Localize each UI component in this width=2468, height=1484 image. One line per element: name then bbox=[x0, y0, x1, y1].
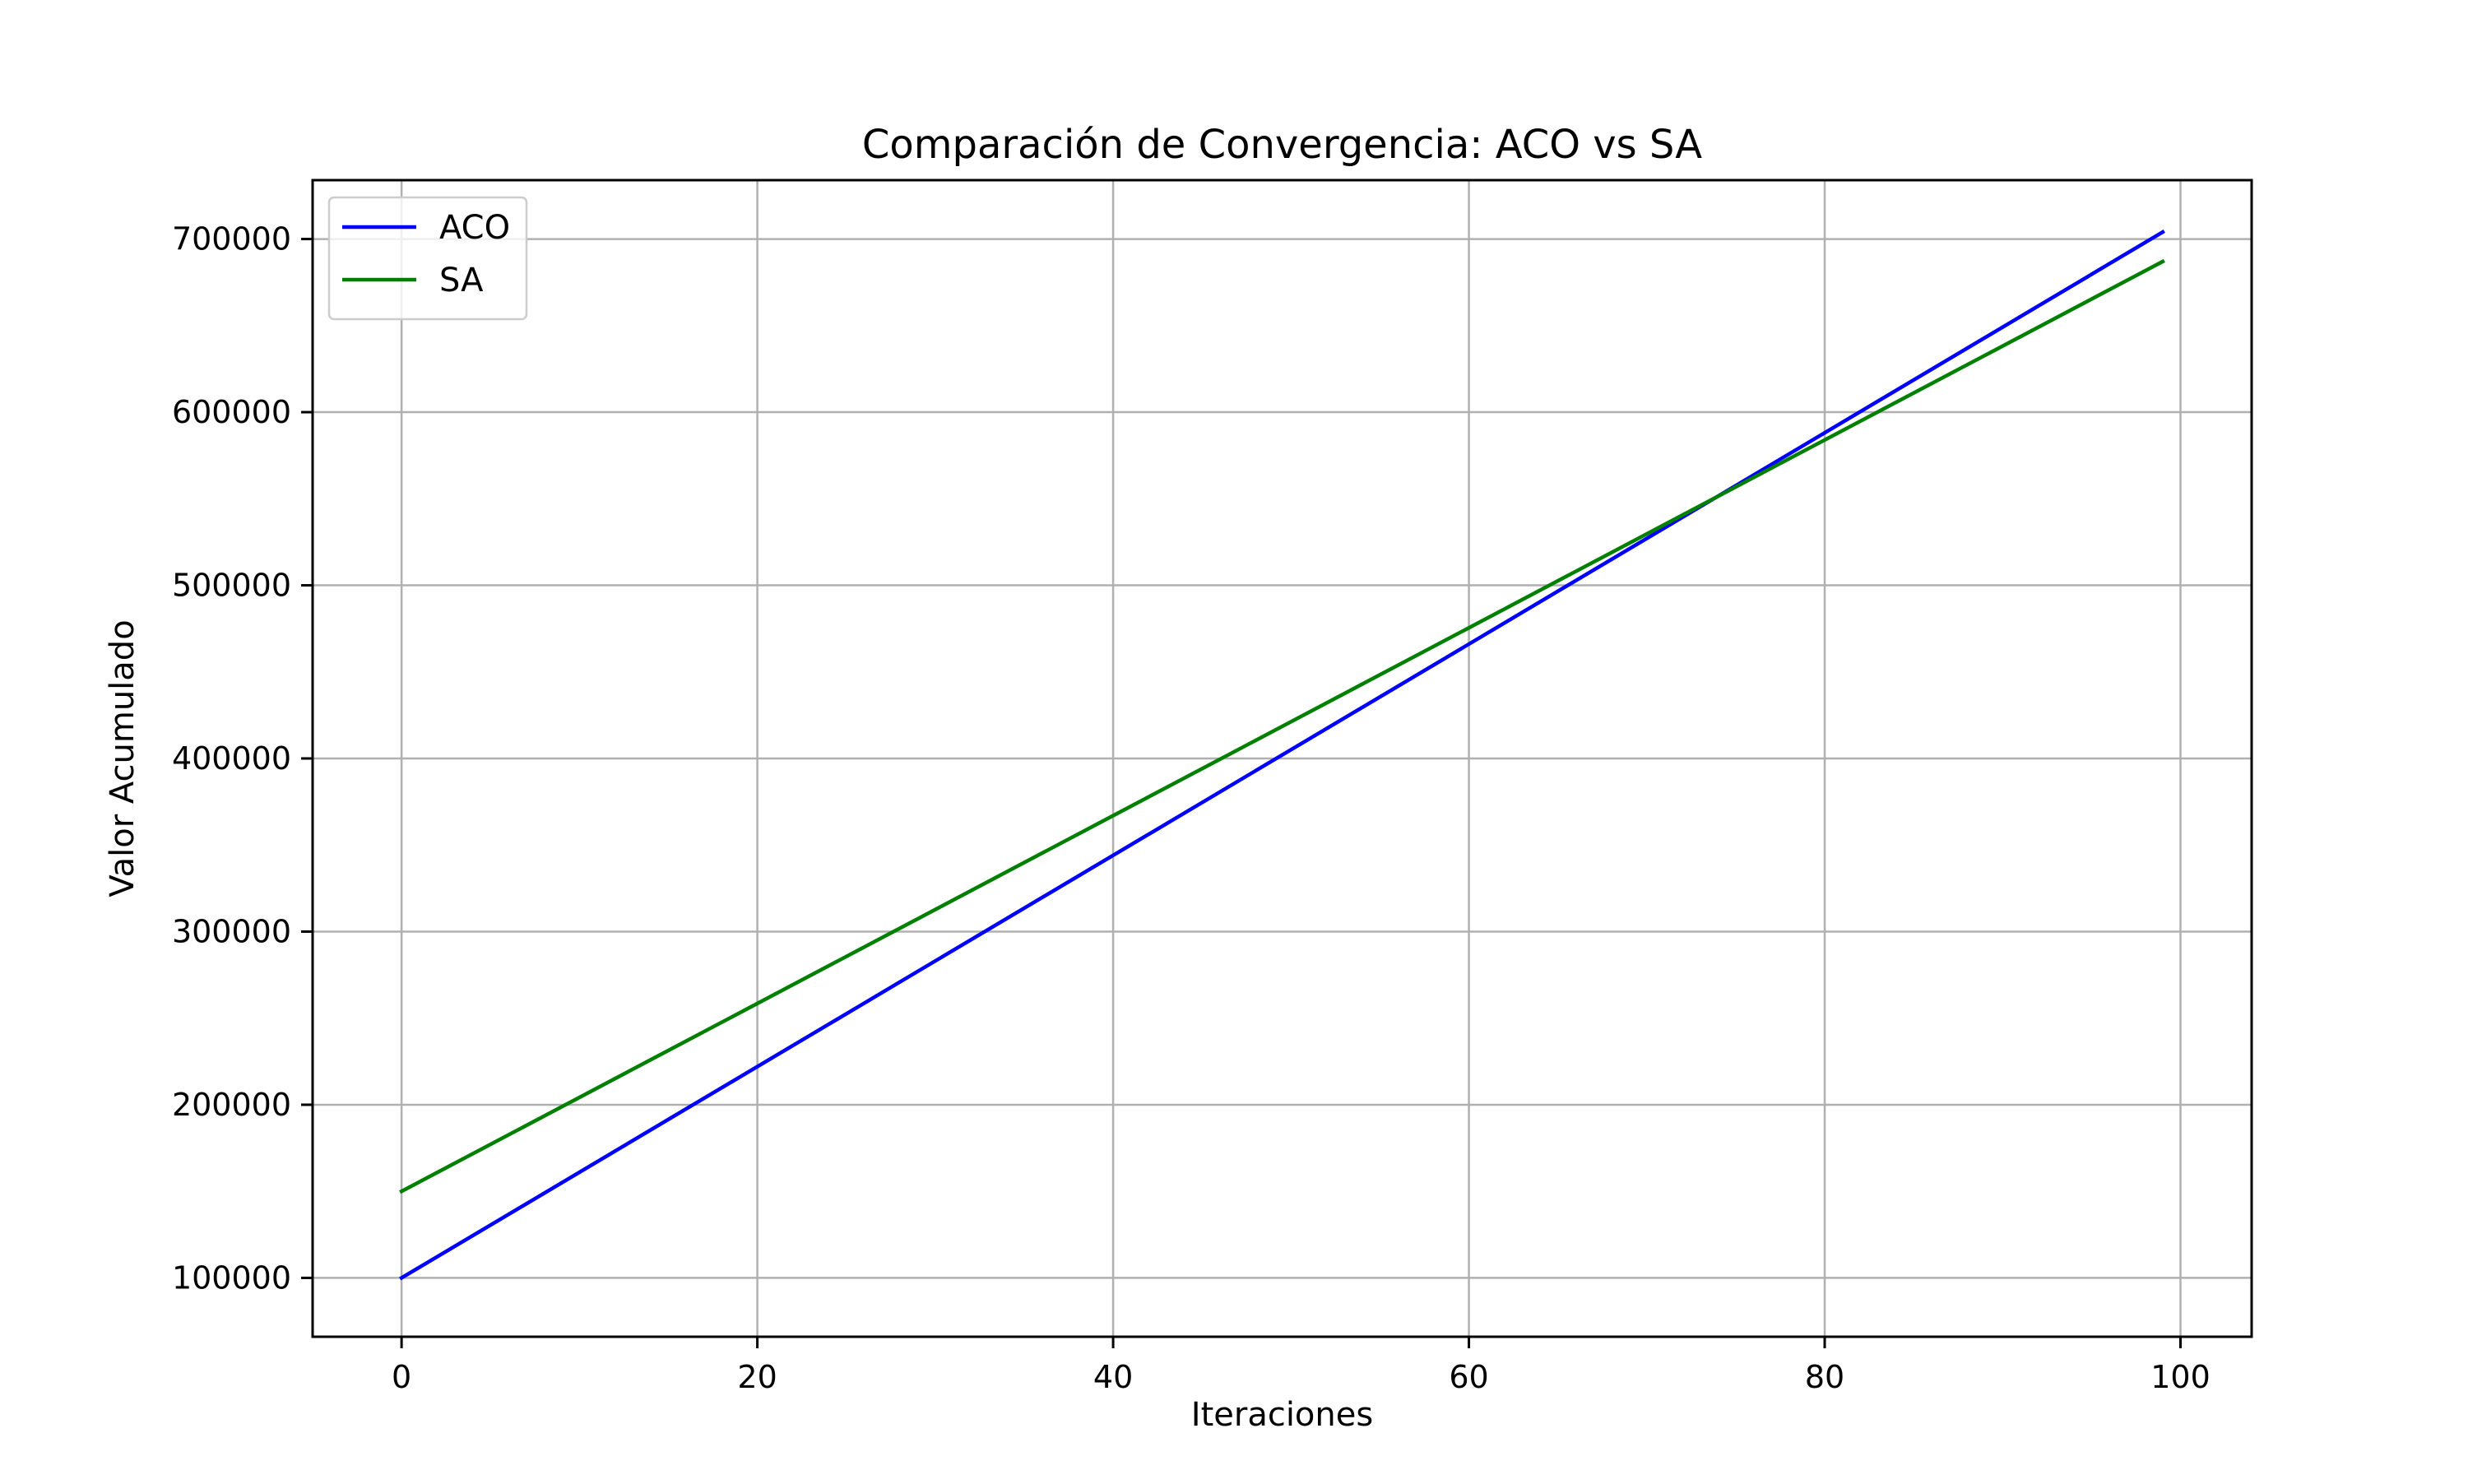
legend: ACO SA bbox=[327, 196, 528, 321]
x-tick-label: 0 bbox=[392, 1359, 411, 1395]
series-lines bbox=[399, 230, 2165, 1281]
y-tick-label: 700000 bbox=[172, 221, 291, 257]
y-tick-label: 300000 bbox=[172, 913, 291, 949]
x-tick-label: 60 bbox=[1449, 1359, 1488, 1395]
y-tick-label: 600000 bbox=[172, 394, 291, 430]
y-tick-label: 400000 bbox=[172, 740, 291, 777]
x-tick-label: 80 bbox=[1805, 1359, 1844, 1395]
legend-label-sa: SA bbox=[439, 262, 484, 299]
chart-title: Comparación de Convergencia: ACO vs SA bbox=[862, 122, 1702, 168]
x-tick-label: 20 bbox=[737, 1359, 777, 1395]
y-tick-label: 100000 bbox=[172, 1259, 291, 1296]
axis-ticks: 0 20 40 60 80 100 100000 200000 300000 400000 5000… bbox=[172, 221, 2211, 1395]
x-tick-label: 100 bbox=[2150, 1359, 2211, 1395]
grid-lines bbox=[313, 180, 2252, 1337]
y-tick-label: 500000 bbox=[172, 568, 291, 604]
y-axis-label: Valor Acumulado bbox=[104, 619, 141, 897]
x-tick-label: 40 bbox=[1093, 1359, 1133, 1395]
x-axis-label: Iteraciones bbox=[1191, 1396, 1373, 1434]
series-line-aco bbox=[399, 230, 2165, 1281]
legend-label-aco: ACO bbox=[439, 209, 510, 247]
series-line-sa bbox=[399, 258, 2165, 1194]
y-tick-label: 200000 bbox=[172, 1087, 291, 1123]
